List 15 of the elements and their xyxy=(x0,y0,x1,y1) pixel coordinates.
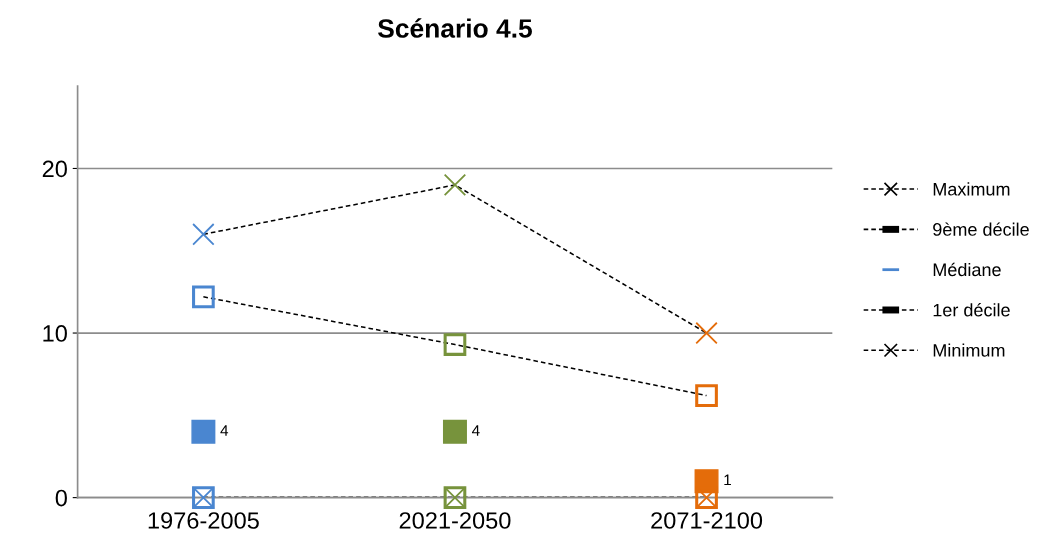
chart-title: Scénario 4.5 xyxy=(377,18,532,38)
x-tick-label: 2071-2100 xyxy=(651,512,763,529)
data-label: 1 xyxy=(724,474,731,486)
legend-label: 1er décile xyxy=(933,303,1010,317)
y-tick-label: 20 xyxy=(42,160,67,178)
legend-label: Maximum xyxy=(933,182,1010,196)
x-tick-label: 2021-2050 xyxy=(399,512,511,529)
y-tick-label: 0 xyxy=(55,489,67,507)
y-tick-label: 10 xyxy=(43,325,67,342)
legend-label: 9ème décile xyxy=(933,222,1029,236)
legend-label: Minimum xyxy=(933,343,1005,357)
legend-label: Médiane xyxy=(933,262,1001,277)
data-label: 4 xyxy=(220,425,229,436)
data-label: 4 xyxy=(471,425,480,436)
x-tick-label: 1976-2005 xyxy=(148,512,259,529)
